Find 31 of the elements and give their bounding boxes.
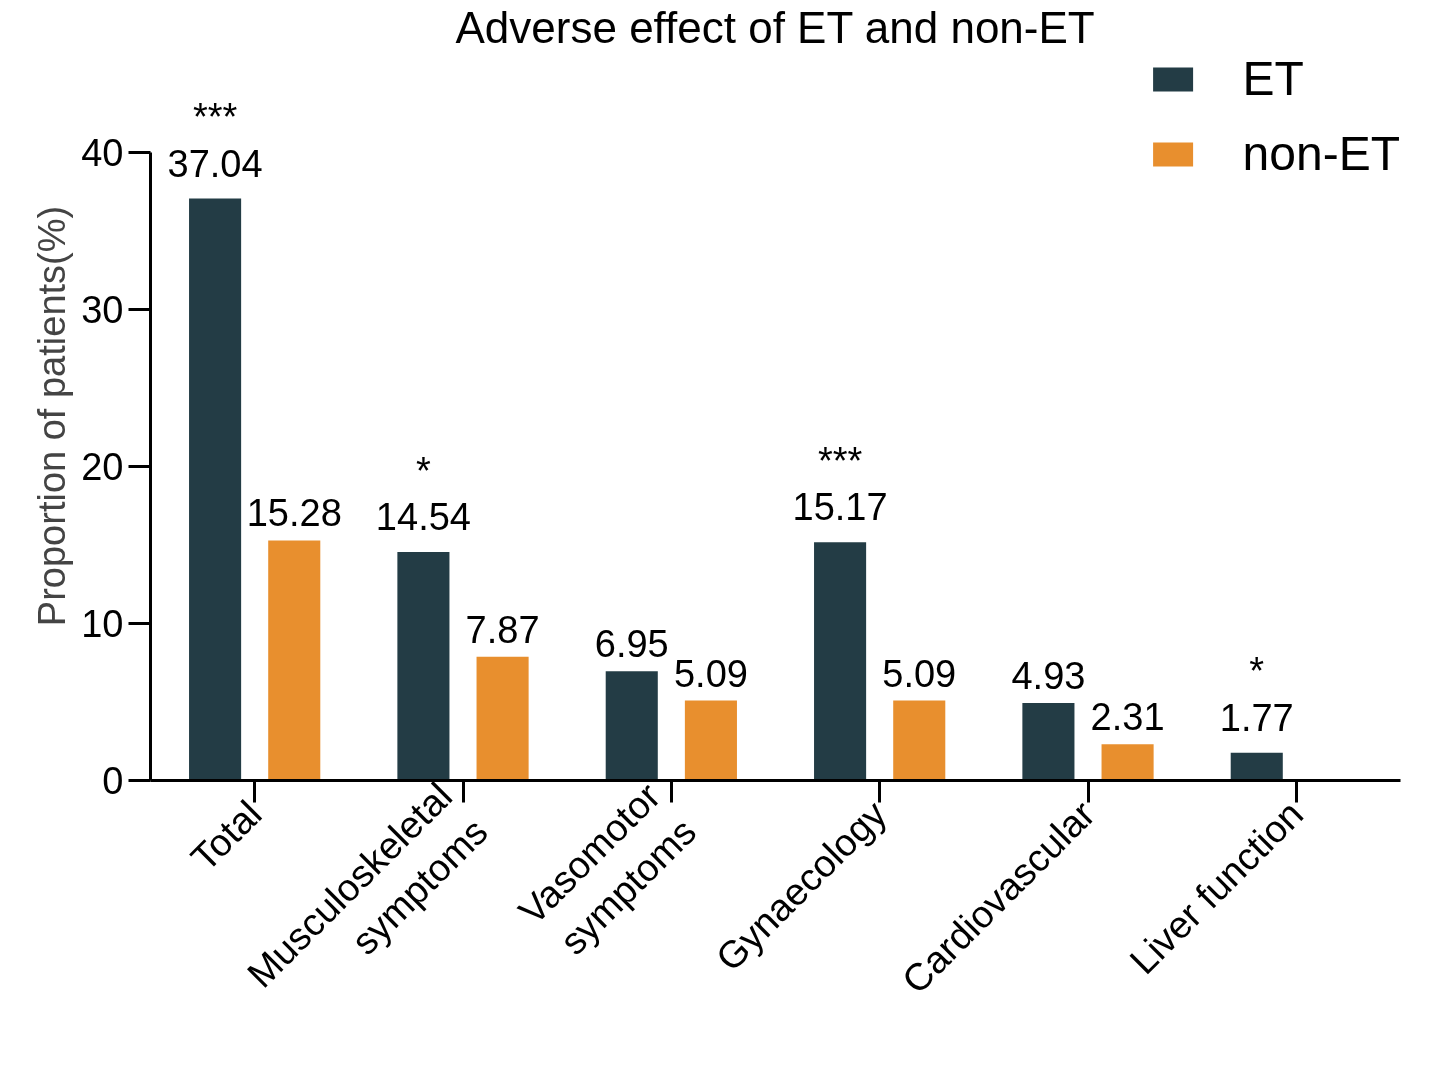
data-label: 2.31 xyxy=(1090,696,1165,739)
y-tick-label: 0 xyxy=(102,760,124,802)
y-tick-label: 10 xyxy=(81,602,124,645)
y-tick-label: 40 xyxy=(81,131,124,174)
bar xyxy=(1022,703,1075,781)
bar xyxy=(684,700,737,781)
data-label: 5.09 xyxy=(673,652,748,695)
data-label: *** 37.04 xyxy=(167,96,263,185)
data-label: 5.09 xyxy=(882,652,957,695)
data-label: * 1.77 xyxy=(1219,650,1294,739)
bar xyxy=(397,552,450,781)
bar xyxy=(814,542,867,781)
chart-title: Adverse effect of ET and non-ET xyxy=(455,2,1095,52)
bar xyxy=(268,540,321,781)
bar xyxy=(189,198,242,781)
data-label: 4.93 xyxy=(1011,655,1086,698)
bar xyxy=(1101,744,1154,781)
bar xyxy=(1230,752,1283,781)
legend-label: ET xyxy=(1242,51,1304,106)
y-tick-label: 30 xyxy=(81,288,124,331)
legend-label: non-ET xyxy=(1242,126,1400,181)
data-label: 15.28 xyxy=(246,492,342,535)
bar xyxy=(476,656,529,781)
data-label: * 14.54 xyxy=(375,449,471,539)
data-label: *** 15.17 xyxy=(792,439,888,529)
y-tick-label: 20 xyxy=(81,445,124,488)
data-label: 7.87 xyxy=(465,608,540,651)
bar xyxy=(893,700,946,781)
bar xyxy=(605,671,658,781)
data-label: 6.95 xyxy=(594,623,669,666)
y-axis-title: Proportion of patients(%) xyxy=(31,205,74,627)
